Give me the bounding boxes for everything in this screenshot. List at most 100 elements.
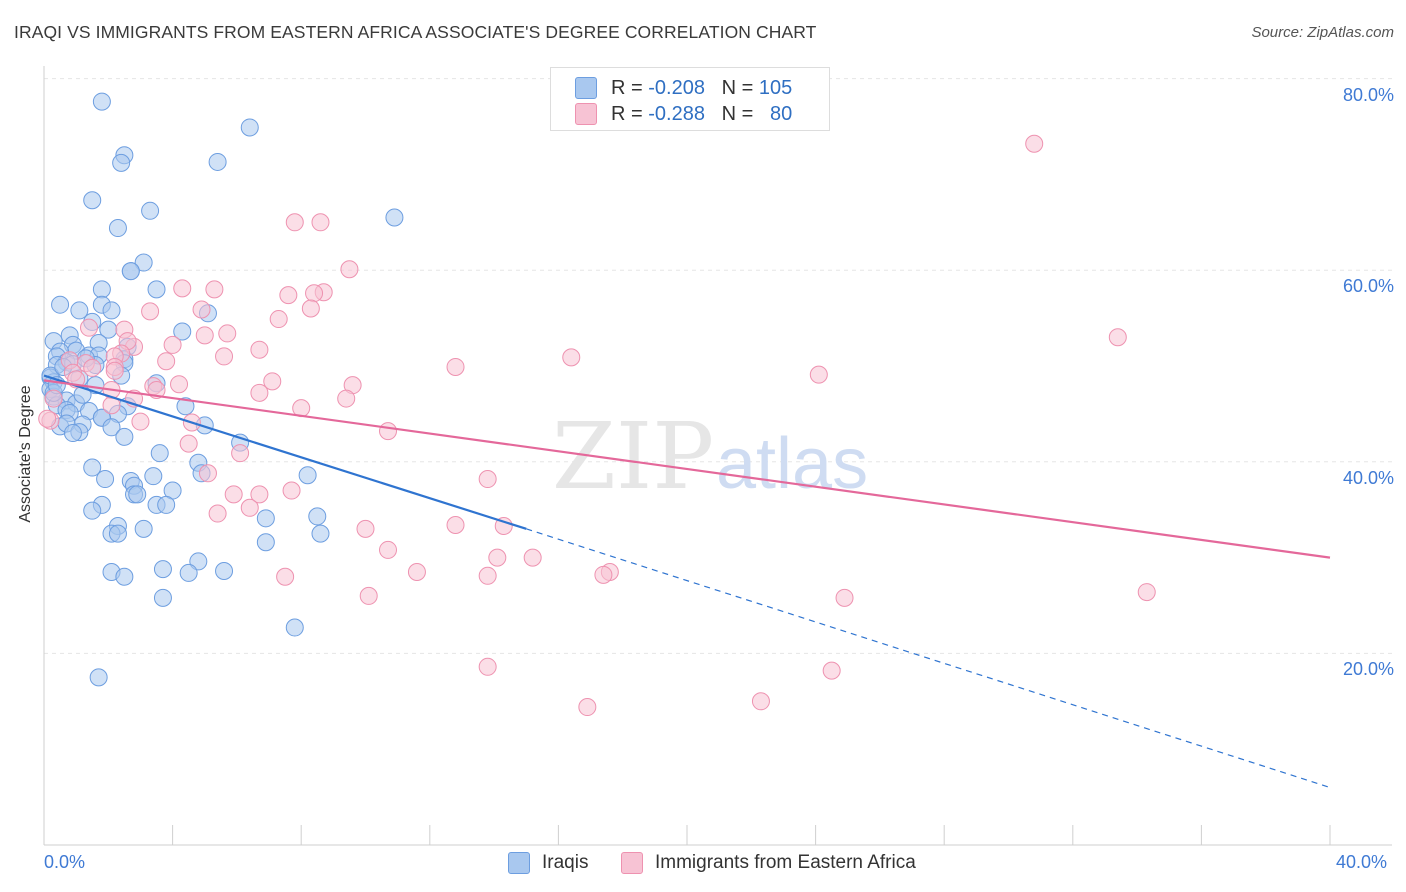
eastern-africa-point xyxy=(163,335,182,354)
source-label: Source: ZipAtlas.com xyxy=(1251,24,1394,41)
x-tick-min: 0.0% xyxy=(44,852,86,872)
eastern-africa-point xyxy=(311,213,330,232)
iraqis-point xyxy=(115,567,134,586)
iraqis-point xyxy=(179,563,198,582)
legend-stats: R = -0.208 N = 105 R = -0.288 N = 80 xyxy=(550,67,830,131)
eastern-africa-point xyxy=(208,504,227,523)
iraqis-point xyxy=(308,507,327,526)
data-points xyxy=(38,92,1156,717)
eastern-africa-point xyxy=(1137,583,1156,602)
eastern-africa-trend-line xyxy=(43,379,1331,559)
watermark-atlas: atlas xyxy=(716,424,868,504)
legend-r-value: -0.208 xyxy=(648,76,705,99)
eastern-africa-point xyxy=(279,286,298,305)
eastern-africa-point xyxy=(38,409,57,428)
chart-title: IRAQI VS IMMIGRANTS FROM EASTERN AFRICA … xyxy=(14,22,817,42)
iraqis-point xyxy=(147,280,166,299)
eastern-africa-point xyxy=(250,383,269,402)
eastern-africa-point xyxy=(198,464,217,483)
iraqis-trend-line xyxy=(43,374,527,530)
eastern-africa-point xyxy=(192,300,211,319)
iraqis-point xyxy=(285,618,304,637)
eastern-africa-point xyxy=(276,567,295,586)
iraqis-point xyxy=(157,495,176,514)
eastern-africa-point xyxy=(240,498,259,517)
y-tick-label: 20.0% xyxy=(1342,659,1394,680)
iraqis-point xyxy=(134,519,153,538)
iraqis-point xyxy=(189,552,208,571)
iraqis-point xyxy=(141,201,160,220)
eastern-africa-point xyxy=(446,357,465,376)
iraqis-point xyxy=(150,444,169,463)
eastern-africa-point xyxy=(218,324,237,343)
eastern-africa-point xyxy=(179,434,198,453)
legend-series: Iraqis Immigrants from Eastern Africa xyxy=(0,852,1406,876)
eastern-africa-point xyxy=(562,348,581,367)
legend-item-iraqis: Iraqis xyxy=(508,852,588,874)
iraqis-point xyxy=(92,280,111,299)
eastern-africa-point xyxy=(407,562,426,581)
x-tick-max: 40.0% xyxy=(1336,852,1388,872)
iraqis-point xyxy=(256,533,275,552)
iraqis-point xyxy=(311,524,330,543)
legend-r-label: R = xyxy=(611,76,643,99)
eastern-africa-point xyxy=(282,481,301,500)
iraqis-point xyxy=(96,470,115,489)
iraqis-point xyxy=(115,427,134,446)
eastern-africa-point xyxy=(478,566,497,585)
iraqis-point xyxy=(208,152,227,171)
eastern-africa-point xyxy=(250,340,269,359)
iraqis-point xyxy=(108,219,127,238)
eastern-africa-point xyxy=(141,302,160,321)
y-tick-label: 80.0% xyxy=(1342,84,1394,105)
legend-item-eastern-africa: Immigrants from Eastern Africa xyxy=(621,852,916,874)
grid-lines xyxy=(44,78,1392,654)
iraqis-point xyxy=(63,424,82,443)
eastern-africa-point xyxy=(1025,134,1044,153)
eastern-africa-point xyxy=(446,516,465,535)
eastern-africa-point xyxy=(835,588,854,607)
eastern-africa-point xyxy=(195,326,214,345)
eastern-africa-point xyxy=(269,310,288,329)
iraqis-point xyxy=(112,153,131,172)
eastern-africa-point xyxy=(263,372,282,391)
iraqis-point xyxy=(83,501,102,520)
eastern-africa-point xyxy=(224,485,243,504)
eastern-africa-point xyxy=(488,548,507,567)
iraqis-point xyxy=(215,562,234,581)
trend-lines xyxy=(43,374,1331,789)
legend-row-iraqis: R = -0.208 N = 105 xyxy=(575,76,792,100)
legend-swatch-pink xyxy=(575,103,597,125)
eastern-africa-point xyxy=(131,412,150,431)
iraqis-point xyxy=(83,458,102,477)
eastern-africa-point xyxy=(285,213,304,232)
iraqis-point xyxy=(108,524,127,543)
eastern-africa-point xyxy=(359,586,378,605)
eastern-africa-point xyxy=(822,661,841,680)
legend-label: Iraqis xyxy=(542,852,589,873)
iraqis-point xyxy=(102,301,121,320)
iraqis-point xyxy=(51,295,70,314)
axes xyxy=(43,66,1392,846)
eastern-africa-point xyxy=(478,657,497,676)
eastern-africa-point xyxy=(809,365,828,384)
eastern-africa-point xyxy=(305,284,324,303)
iraqis-point xyxy=(153,560,172,579)
legend-swatch-pink xyxy=(621,852,643,874)
iraqis-trend-extension xyxy=(526,528,1331,789)
eastern-africa-point xyxy=(105,361,124,380)
eastern-africa-point xyxy=(215,347,234,366)
eastern-africa-point xyxy=(301,299,320,318)
iraqis-point xyxy=(102,418,121,437)
iraqis-point xyxy=(385,208,404,227)
y-tick-label: 60.0% xyxy=(1342,276,1394,297)
iraqis-point xyxy=(92,92,111,111)
eastern-africa-point xyxy=(250,485,269,504)
legend-r-label: R = xyxy=(611,102,643,125)
legend-label: Immigrants from Eastern Africa xyxy=(655,852,916,873)
iraqis-point xyxy=(89,668,108,687)
eastern-africa-point xyxy=(80,318,99,337)
iraqis-point xyxy=(240,118,259,137)
legend-swatch-blue xyxy=(575,77,597,99)
